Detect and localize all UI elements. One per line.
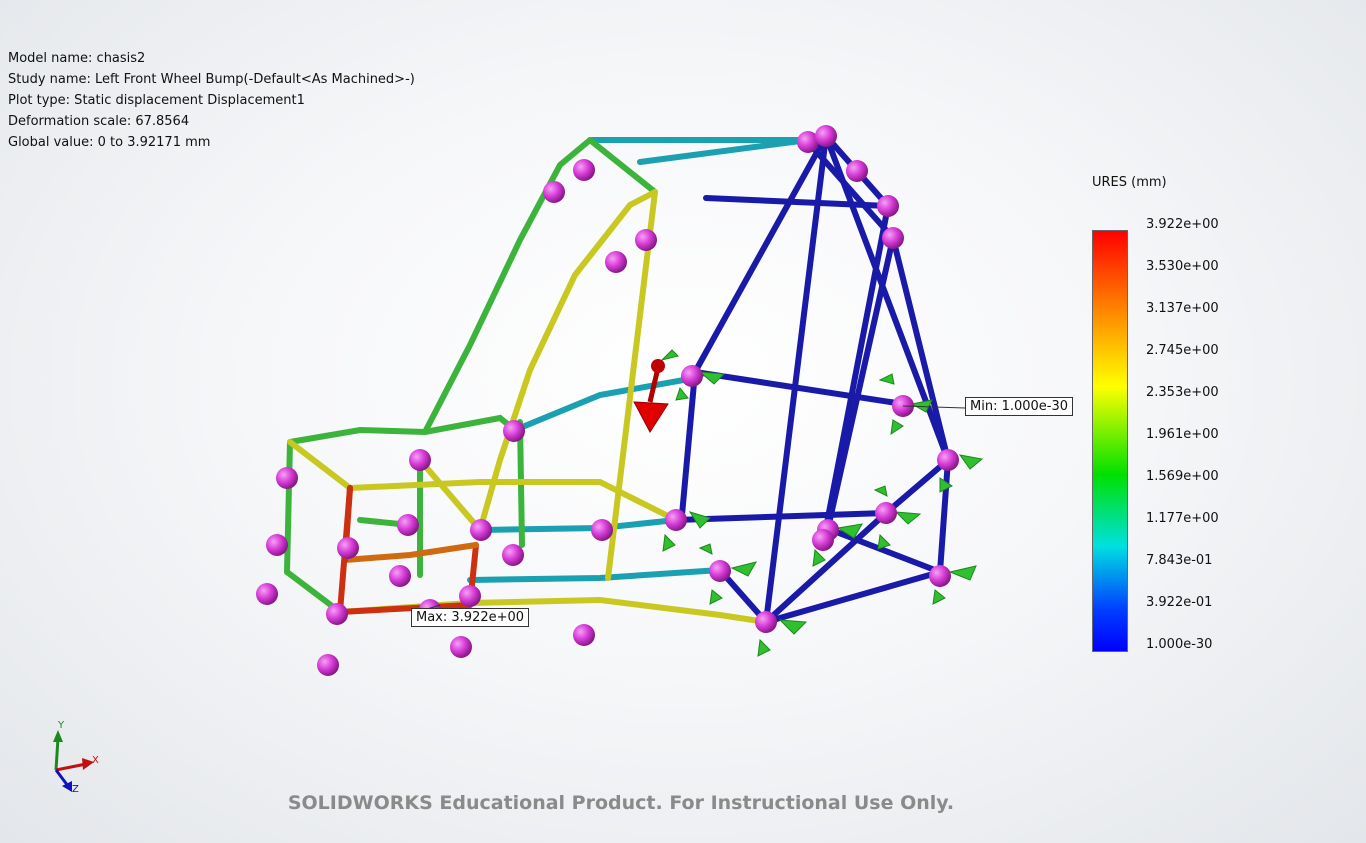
joint-node <box>543 181 565 203</box>
max-callout[interactable]: Max: 3.922e+00 <box>411 608 530 627</box>
legend-label: 2.353e+00 <box>1146 385 1219 400</box>
legend-label: 3.922e-01 <box>1146 595 1213 610</box>
joint-node <box>877 195 899 217</box>
load-arrow-icon <box>633 359 669 433</box>
legend-label: 3.137e+00 <box>1146 301 1219 316</box>
joint-node <box>503 420 525 442</box>
fixture-icon <box>662 511 711 552</box>
fixture-icon <box>939 454 984 493</box>
joint-node <box>326 603 348 625</box>
joint-node <box>389 565 411 587</box>
roll-hoop-tubes <box>287 189 769 625</box>
fixture-icon <box>660 349 726 401</box>
min-callout[interactable]: Min: 1.000e-30 <box>965 397 1074 416</box>
educational-watermark: SOLIDWORKS Educational Product. For Inst… <box>287 792 955 814</box>
joint-node <box>276 467 298 489</box>
joint-node <box>929 565 951 587</box>
study-info-panel: Model name: chasis2 Study name: Left Fro… <box>8 48 415 153</box>
joint-node <box>681 365 703 387</box>
legend-label: 1.569e+00 <box>1146 469 1219 484</box>
joint-node <box>573 159 595 181</box>
triad-x-label: X <box>92 755 99 766</box>
joint-node <box>635 229 657 251</box>
legend-label: 3.530e+00 <box>1146 259 1219 274</box>
deformation-scale-text: Deformation scale: 67.8564 <box>8 114 190 129</box>
joint-node <box>573 624 595 646</box>
fixture-icon <box>709 561 758 605</box>
joint-node <box>266 534 288 556</box>
joint-node <box>812 529 834 551</box>
fixture-icon <box>873 485 922 550</box>
legend-color-bar[interactable] <box>1092 230 1128 652</box>
joint-node <box>815 125 837 147</box>
chassis-frame <box>284 133 951 625</box>
global-value-text: Global value: 0 to 3.92171 mm <box>8 135 211 150</box>
joint-node <box>459 585 481 607</box>
joint-node <box>709 560 731 582</box>
legend-label: 7.843e-01 <box>1146 553 1213 568</box>
joint-node <box>470 519 492 541</box>
study-name-text: Study name: Left Front Wheel Bump(-Defau… <box>8 72 415 87</box>
joint-node <box>846 160 868 182</box>
joint-node <box>755 611 777 633</box>
joint-node <box>450 636 472 658</box>
joint-node <box>665 509 687 531</box>
model-name-text: Model name: chasis2 <box>8 51 146 66</box>
plot-type-text: Plot type: Static displacement Displacem… <box>8 93 305 108</box>
joint-node <box>397 514 419 536</box>
triad-z-label: Z <box>72 784 79 795</box>
joint-node <box>605 251 627 273</box>
legend-label: 2.745e+00 <box>1146 343 1219 358</box>
triad-y-label: Y <box>58 720 65 731</box>
rear-frame-tubes <box>673 133 951 625</box>
joint-node <box>317 654 339 676</box>
legend-title: URES (mm) <box>1092 175 1167 190</box>
joint-node <box>875 502 897 524</box>
joint-node <box>256 583 278 605</box>
legend-label: 3.922e+00 <box>1146 217 1219 232</box>
legend-label: 1.961e+00 <box>1146 427 1219 442</box>
min-callout-leader <box>902 405 966 409</box>
front-box-tubes <box>337 485 479 615</box>
joint-node <box>797 131 819 153</box>
legend-label: 1.000e-30 <box>1146 637 1213 652</box>
fixture-icon <box>698 543 713 555</box>
fixture-icon <box>878 373 933 436</box>
fixture-symbols <box>660 349 984 657</box>
joint-node <box>937 449 959 471</box>
coordinate-triad <box>53 730 94 792</box>
fixture-icon <box>932 565 977 605</box>
joint-node <box>882 227 904 249</box>
fixture-icon <box>757 619 808 657</box>
joint-node <box>337 537 359 559</box>
joint-nodes <box>256 125 959 676</box>
joint-node <box>409 449 431 471</box>
joint-node <box>591 519 613 541</box>
fixture-icon <box>812 523 863 567</box>
legend-label: 1.177e+00 <box>1146 511 1219 526</box>
joint-node <box>502 544 524 566</box>
